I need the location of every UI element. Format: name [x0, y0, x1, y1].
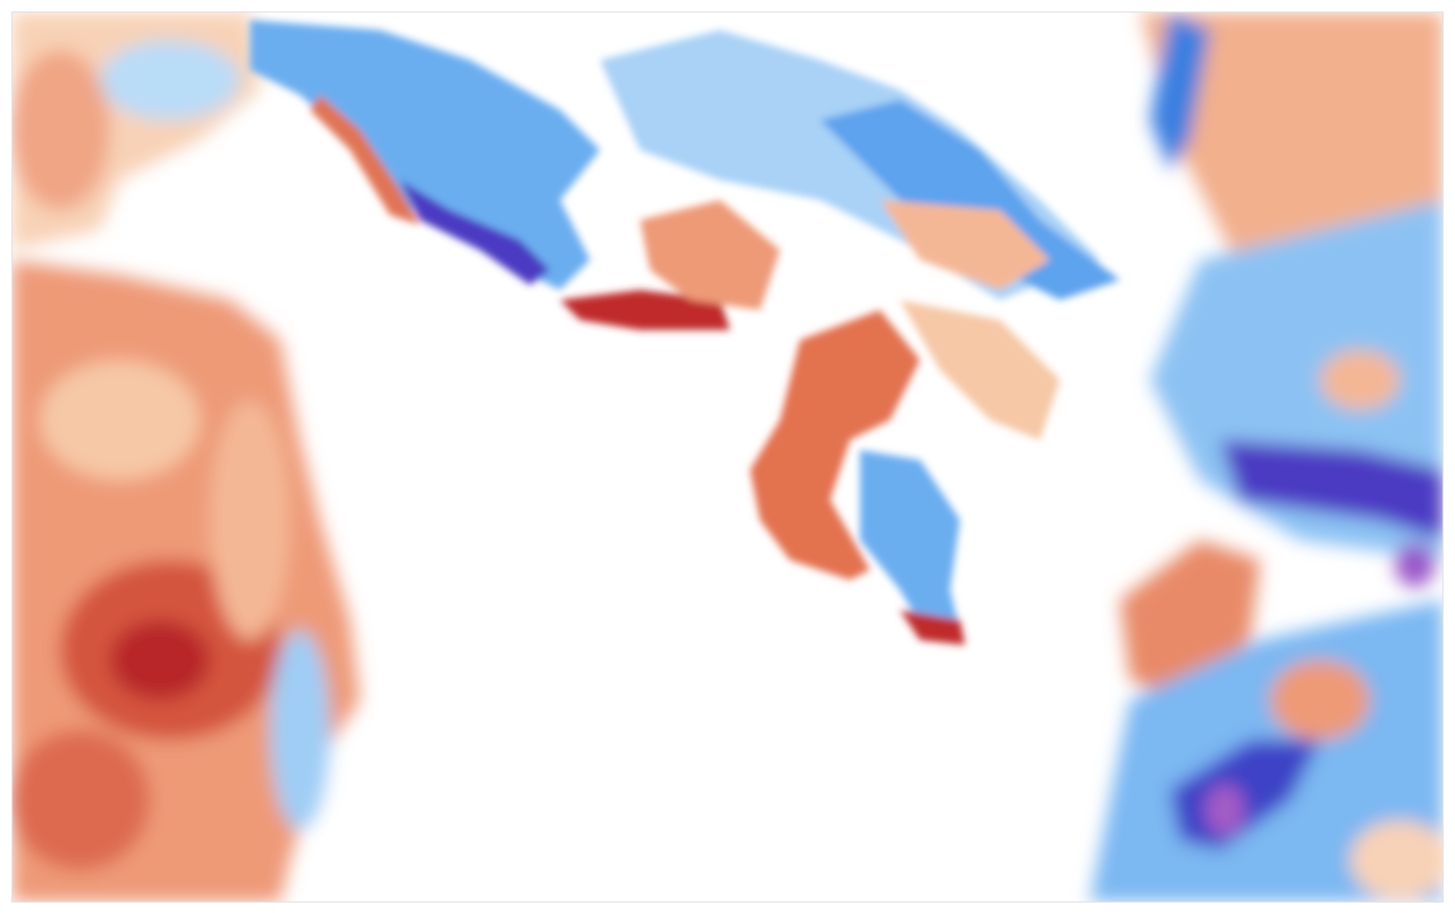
atlantic-field: [1090, 12, 1443, 902]
gulf-field: [750, 300, 1060, 645]
north-band: [250, 20, 1120, 330]
map-field: [12, 12, 1443, 902]
map-frame: [11, 11, 1444, 903]
pacific-field: [12, 12, 360, 902]
